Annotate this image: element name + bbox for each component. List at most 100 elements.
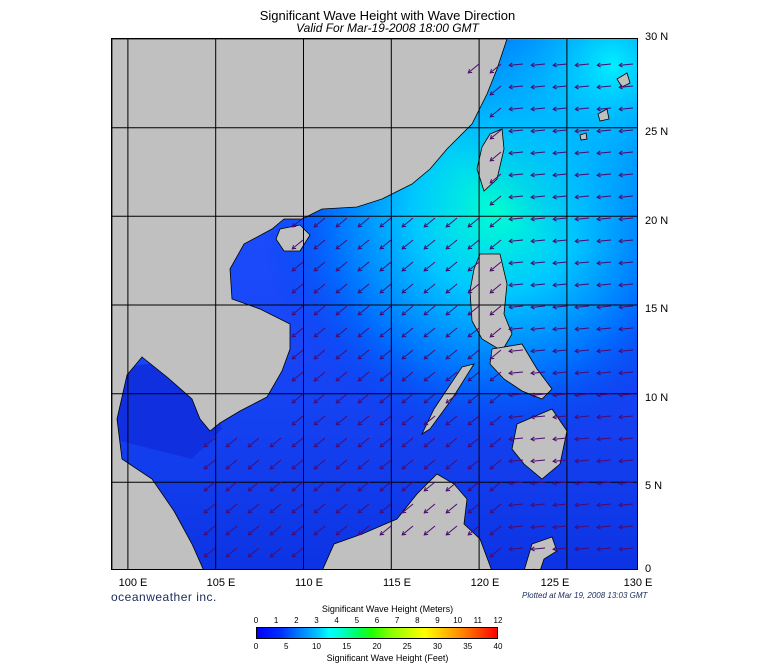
lon-label-125e: 125 E xyxy=(540,577,570,589)
wave-arrow-head xyxy=(401,310,407,316)
wave-arrow-head xyxy=(508,304,513,310)
wave-arrow-head xyxy=(596,370,601,376)
wave-arrow-head xyxy=(335,442,341,448)
wave-direction-arrows xyxy=(203,62,634,569)
wave-arrow-head xyxy=(467,310,473,316)
wave-arrow xyxy=(401,371,414,382)
wave-arrow-head xyxy=(489,552,495,558)
wave-arrow xyxy=(509,129,524,132)
wave-arrow-head xyxy=(225,464,231,470)
wave-arrow xyxy=(247,459,260,470)
wave-arrow xyxy=(575,327,590,330)
wave-arrow-head xyxy=(313,244,319,250)
wave-arrow-head xyxy=(618,150,623,156)
wave-arrow xyxy=(489,85,502,96)
colorbar-feet-tick: 30 xyxy=(433,642,442,651)
wave-arrow xyxy=(357,393,370,404)
wave-arrow-head xyxy=(445,288,451,294)
wave-arrow xyxy=(553,349,568,352)
wave-arrow-head xyxy=(508,260,513,266)
wave-arrow xyxy=(357,481,370,492)
wave-arrow-head xyxy=(445,266,451,272)
wave-arrow xyxy=(225,481,238,492)
wave-arrow-head xyxy=(225,552,231,558)
wave-arrow-head xyxy=(203,530,209,536)
wave-arrow-head xyxy=(269,552,275,558)
wave-arrow-head xyxy=(618,436,623,442)
wave-arrow-head xyxy=(291,244,297,250)
colorbar-meter-tick: 4 xyxy=(334,616,339,625)
wave-arrow xyxy=(203,503,216,514)
wave-arrow xyxy=(269,437,282,448)
wave-arrow xyxy=(401,415,414,426)
wave-arrow xyxy=(509,151,524,154)
wave-arrow xyxy=(597,415,612,418)
wave-arrow xyxy=(575,481,590,484)
wave-arrow-head xyxy=(313,354,319,360)
lat-label-15n: 15 N xyxy=(645,303,669,315)
wave-arrow xyxy=(291,283,304,294)
wave-arrow-head xyxy=(423,376,429,382)
wave-arrow-head xyxy=(379,442,385,448)
wave-arrow-head xyxy=(508,216,513,222)
wave-arrow xyxy=(597,349,612,352)
wave-arrow xyxy=(509,371,524,374)
wave-arrow xyxy=(575,459,590,462)
wave-arrow-head xyxy=(335,222,341,228)
colorbar-feet-tick: 10 xyxy=(312,642,321,651)
wave-arrow xyxy=(597,437,612,440)
wave-arrow-head xyxy=(489,310,495,316)
wave-arrow-head xyxy=(247,508,253,514)
wave-arrow-head xyxy=(357,464,363,470)
wave-arrow xyxy=(489,151,502,162)
wave-arrow xyxy=(531,173,546,176)
wave-arrow xyxy=(467,217,480,228)
wave-arrow xyxy=(269,459,282,470)
wave-arrow-head xyxy=(574,260,579,266)
wave-arrow-head xyxy=(618,524,623,530)
colorbar-feet-tick: 35 xyxy=(463,642,473,651)
wave-arrow xyxy=(531,217,546,220)
wave-arrow-head xyxy=(596,458,601,464)
wave-arrow xyxy=(313,305,326,316)
wave-arrow-head xyxy=(618,370,623,376)
wave-arrow xyxy=(619,283,634,286)
wave-arrow-head xyxy=(225,486,231,492)
wave-arrow xyxy=(531,437,546,440)
wave-arrow-head xyxy=(357,486,363,492)
lat-label-10n: 10 N xyxy=(645,392,669,404)
wave-arrow xyxy=(553,415,568,418)
wave-arrow xyxy=(357,305,370,316)
wave-arrow xyxy=(531,151,546,154)
wave-arrow-head xyxy=(269,442,275,448)
colorbar-feet-tick: 5 xyxy=(284,642,289,651)
wave-arrow-head xyxy=(618,172,623,178)
colorbar-feet-tick: 20 xyxy=(372,642,382,651)
wave-arrow xyxy=(335,305,348,316)
lat-label-30n: 30 N xyxy=(645,31,669,43)
wave-arrow-head xyxy=(618,260,623,266)
wave-arrow xyxy=(379,305,392,316)
wave-arrow xyxy=(467,371,480,382)
wave-arrow-head xyxy=(530,480,535,486)
wave-arrow-head xyxy=(530,238,535,244)
wave-arrow xyxy=(247,481,260,492)
wave-arrow-head xyxy=(401,398,407,404)
wave-arrow xyxy=(619,503,634,506)
wave-arrow xyxy=(357,371,370,382)
wave-arrow-head xyxy=(508,238,513,244)
wave-arrow-head xyxy=(291,420,297,426)
wave-arrow-head xyxy=(489,354,495,360)
wave-arrow xyxy=(553,283,568,286)
wave-arrow-head xyxy=(508,392,513,398)
wave-arrow-head xyxy=(508,282,513,288)
wave-arrow-head xyxy=(574,348,579,354)
wave-arrow-head xyxy=(574,216,579,222)
wave-arrow xyxy=(597,393,612,396)
wave-arrow-head xyxy=(596,106,601,112)
wave-arrow xyxy=(509,327,524,330)
wave-arrow xyxy=(335,459,348,470)
wave-arrow-head xyxy=(489,332,495,338)
wave-arrow-head xyxy=(467,508,473,514)
wave-arrow-head xyxy=(379,354,385,360)
